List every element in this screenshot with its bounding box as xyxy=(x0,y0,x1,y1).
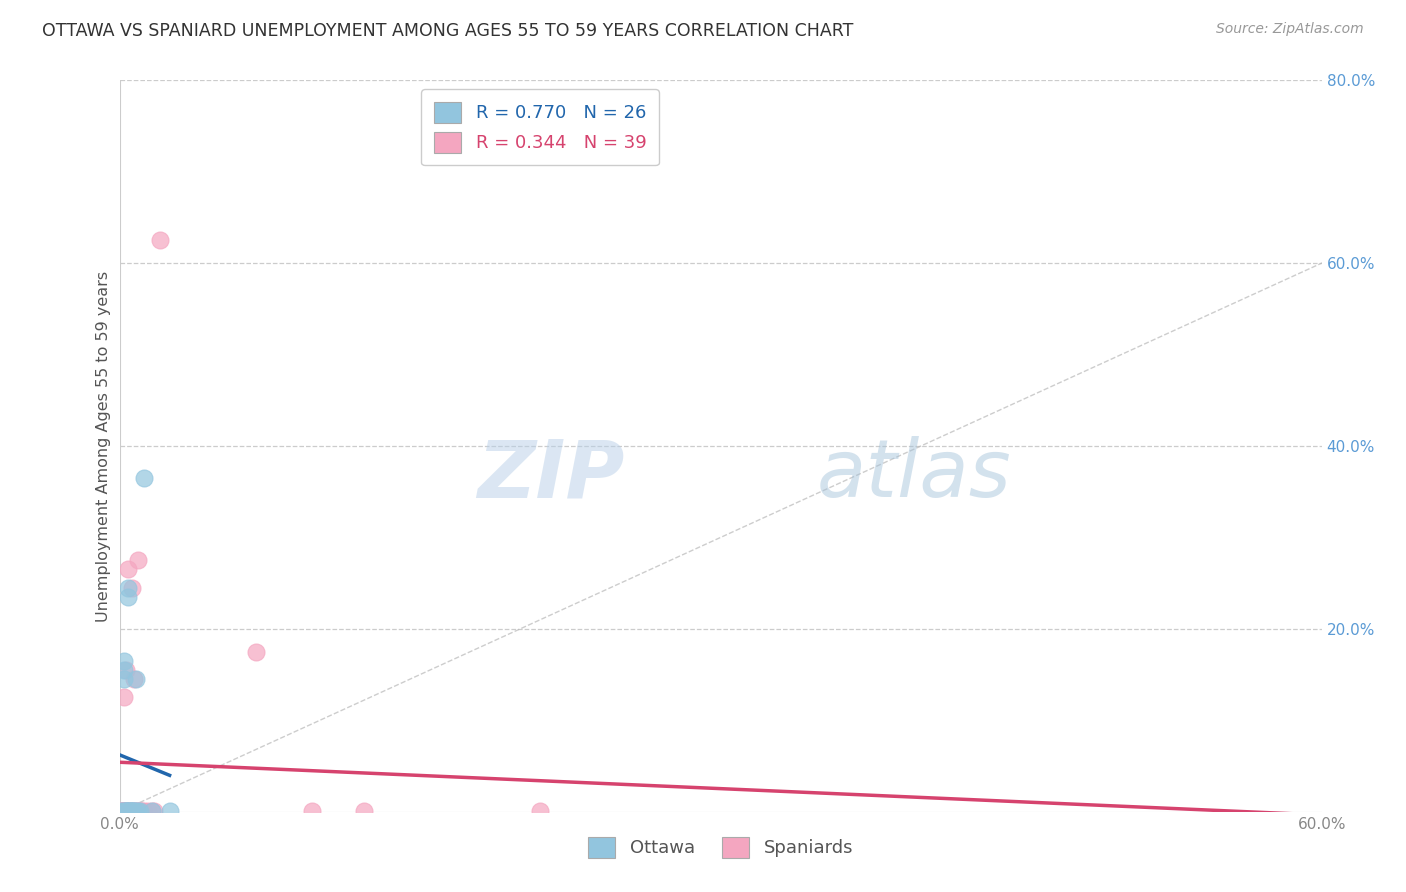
Point xyxy=(132,804,155,818)
Point xyxy=(127,804,149,818)
Y-axis label: Unemployment Among Ages 55 to 59 years: Unemployment Among Ages 55 to 59 years xyxy=(96,270,111,622)
Point xyxy=(117,562,139,576)
Point xyxy=(529,804,551,818)
Point xyxy=(142,804,165,818)
Point xyxy=(141,804,163,818)
Point xyxy=(121,804,143,818)
Point xyxy=(114,804,136,818)
Point xyxy=(121,804,143,818)
Point xyxy=(114,804,136,818)
Point xyxy=(121,804,143,818)
Point xyxy=(112,672,135,686)
Text: ZIP: ZIP xyxy=(477,436,624,515)
Point xyxy=(128,804,150,818)
Point xyxy=(110,804,132,818)
Point xyxy=(110,804,132,818)
Point xyxy=(118,804,141,818)
Point xyxy=(112,804,135,818)
Point xyxy=(112,654,135,668)
Point xyxy=(114,804,136,818)
Point xyxy=(136,804,159,818)
Point xyxy=(127,804,149,818)
Point xyxy=(110,804,132,818)
Point xyxy=(110,804,132,818)
Point xyxy=(245,645,267,659)
Point xyxy=(121,581,143,595)
Point xyxy=(110,804,132,818)
Point xyxy=(124,804,146,818)
Point xyxy=(110,804,132,818)
Point xyxy=(114,804,136,818)
Point xyxy=(149,233,172,247)
Point xyxy=(112,690,135,705)
Point xyxy=(118,804,141,818)
Point xyxy=(112,804,135,818)
Point xyxy=(114,804,136,818)
Point xyxy=(124,672,146,686)
Point xyxy=(127,553,149,567)
Point xyxy=(112,804,135,818)
Point xyxy=(118,804,141,818)
Point xyxy=(122,804,145,818)
Point xyxy=(118,804,141,818)
Point xyxy=(141,804,163,818)
Point xyxy=(159,804,181,818)
Point xyxy=(122,672,145,686)
Point xyxy=(112,663,135,677)
Legend: Ottawa, Spaniards: Ottawa, Spaniards xyxy=(581,830,860,865)
Point xyxy=(131,804,153,818)
Point xyxy=(114,804,136,818)
Point xyxy=(128,804,150,818)
Point xyxy=(121,804,143,818)
Point xyxy=(117,804,139,818)
Point xyxy=(301,804,323,818)
Point xyxy=(353,804,375,818)
Point xyxy=(114,804,136,818)
Text: atlas: atlas xyxy=(817,436,1011,515)
Point xyxy=(124,804,146,818)
Point xyxy=(128,804,150,818)
Point xyxy=(114,663,136,677)
Point xyxy=(117,804,139,818)
Point xyxy=(122,804,145,818)
Point xyxy=(112,804,135,818)
Point xyxy=(122,804,145,818)
Point xyxy=(118,804,141,818)
Point xyxy=(117,804,139,818)
Point xyxy=(132,471,155,485)
Point xyxy=(124,804,146,818)
Text: OTTAWA VS SPANIARD UNEMPLOYMENT AMONG AGES 55 TO 59 YEARS CORRELATION CHART: OTTAWA VS SPANIARD UNEMPLOYMENT AMONG AG… xyxy=(42,22,853,40)
Point xyxy=(117,590,139,604)
Point xyxy=(117,581,139,595)
Text: Source: ZipAtlas.com: Source: ZipAtlas.com xyxy=(1216,22,1364,37)
